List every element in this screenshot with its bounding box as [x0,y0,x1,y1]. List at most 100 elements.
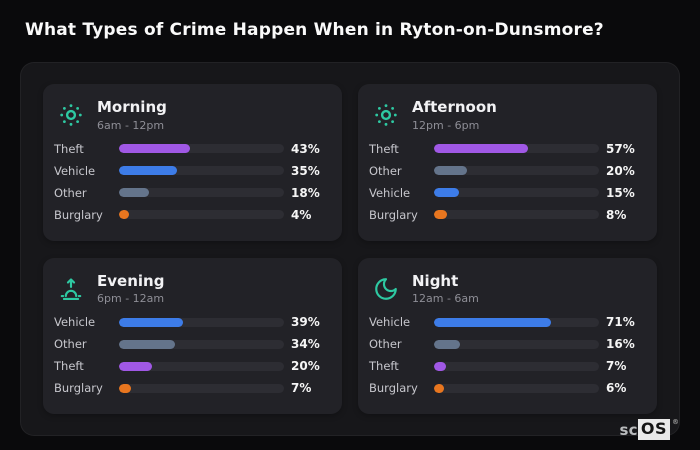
bar-track [434,210,599,219]
category-label: Vehicle [369,315,411,329]
panel-night: Night 12am - 6am Vehicle 71% Other 16% Theft 7%… [358,257,657,414]
panel-titles: Night 12am - 6am [412,271,479,305]
category-label: Burglary [54,381,103,395]
panel-subtitle: 6am - 12pm [97,118,165,132]
category-label: Vehicle [54,315,96,329]
bar-row-vehicle: Vehicle 71% [369,311,646,333]
panel-morning: Morning 6am - 12pm Theft 43% Vehicle 35% Other… [43,84,342,241]
panel-subtitle: 12am - 6am [412,292,479,305]
bar-track [434,317,599,327]
category-label: Other [369,163,402,178]
bar-row-theft: Theft 7% [369,355,646,377]
category-label: Theft [369,359,399,373]
category-label: Burglary [369,207,418,222]
bar-row-vehicle: Vehicle 35% [54,160,331,182]
panel-header: Evening 6pm - 12am [58,271,331,305]
category-label: Other [54,337,87,351]
moon-icon [373,276,399,302]
bar-fill [434,144,529,153]
bar-row-other: Other 20% [369,160,646,182]
value-label: 57% [606,141,635,156]
bar-track [434,166,599,175]
bar-track [119,383,284,393]
panel-evening: Evening 6pm - 12am Vehicle 39% Other 34% Theft… [43,257,342,414]
bar-fill [434,317,552,327]
value-label: 4% [291,207,312,222]
bar-row-burglary: Burglary 4% [54,204,331,226]
category-label: Other [54,185,87,200]
category-label: Other [369,337,402,351]
category-label: Vehicle [54,163,96,178]
bar-track [434,383,599,393]
bar-fill [119,166,177,175]
bar-track [434,144,599,153]
value-label: 71% [606,315,635,329]
bar-row-theft: Theft 43% [54,138,331,160]
panel-afternoon: Afternoon 12pm - 6pm Theft 57% Other 20% Vehic… [358,84,657,241]
bar-track [434,361,599,371]
sunrise-icon [58,276,84,302]
brand-suffix: OS [637,419,670,440]
bar-list: Theft 57% Other 20% Vehicle 15% Burglary 8% [369,138,646,226]
sun-icon [373,102,399,128]
bar-fill [434,188,459,197]
bar-track [119,317,284,327]
category-label: Theft [369,141,399,156]
bar-fill [119,339,176,349]
category-label: Vehicle [369,185,411,200]
bar-row-theft: Theft 57% [369,138,646,160]
panel-title: Afternoon [412,98,497,116]
value-label: 6% [606,381,627,395]
dashboard-container: Morning 6am - 12pm Theft 43% Vehicle 35% Other… [20,62,680,436]
bar-list: Vehicle 39% Other 34% Theft 20% Burglary 7% [54,311,331,399]
bar-track [119,339,284,349]
category-label: Burglary [369,381,418,395]
panel-header: Night 12am - 6am [373,271,646,305]
bar-track [434,339,599,349]
bar-fill [434,361,446,371]
brand-logo: sc OS ® [619,419,679,440]
value-label: 7% [606,359,627,373]
registered-mark: ® [672,418,679,426]
bar-list: Theft 43% Vehicle 35% Other 18% Burglary 4% [54,138,331,226]
panel-header: Afternoon 12pm - 6pm [373,99,646,132]
panel-header: Morning 6am - 12pm [58,99,331,132]
bar-fill [434,383,444,393]
bar-fill [434,166,467,175]
bar-track [119,361,284,371]
bar-row-burglary: Burglary 6% [369,377,646,399]
bar-row-other: Other 16% [369,333,646,355]
value-label: 20% [291,359,320,373]
panel-title: Evening [97,271,165,290]
bar-fill [119,383,131,393]
bar-track [434,188,599,197]
value-label: 7% [291,381,312,395]
bar-row-other: Other 34% [54,333,331,355]
bar-fill [434,210,448,219]
bar-fill [434,339,461,349]
bar-row-vehicle: Vehicle 15% [369,182,646,204]
category-label: Theft [54,359,84,373]
panel-title: Night [412,271,459,290]
bar-fill [119,361,152,371]
value-label: 39% [291,315,320,329]
bar-fill [119,317,184,327]
value-label: 43% [291,141,320,156]
bar-row-other: Other 18% [54,182,331,204]
bar-track [119,144,284,153]
panel-titles: Afternoon 12pm - 6pm [412,99,497,132]
panel-title: Morning [97,98,167,116]
bar-row-burglary: Burglary 8% [369,204,646,226]
bar-row-vehicle: Vehicle 39% [54,311,331,333]
value-label: 8% [606,207,627,222]
bar-fill [119,188,149,197]
value-label: 15% [606,185,635,200]
bar-fill [119,144,190,153]
bar-row-burglary: Burglary 7% [54,377,331,399]
value-label: 16% [606,337,635,351]
panel-subtitle: 6pm - 12am [97,292,165,305]
category-label: Burglary [54,207,103,222]
sun-icon [58,102,84,128]
value-label: 18% [291,185,320,200]
value-label: 35% [291,163,320,178]
